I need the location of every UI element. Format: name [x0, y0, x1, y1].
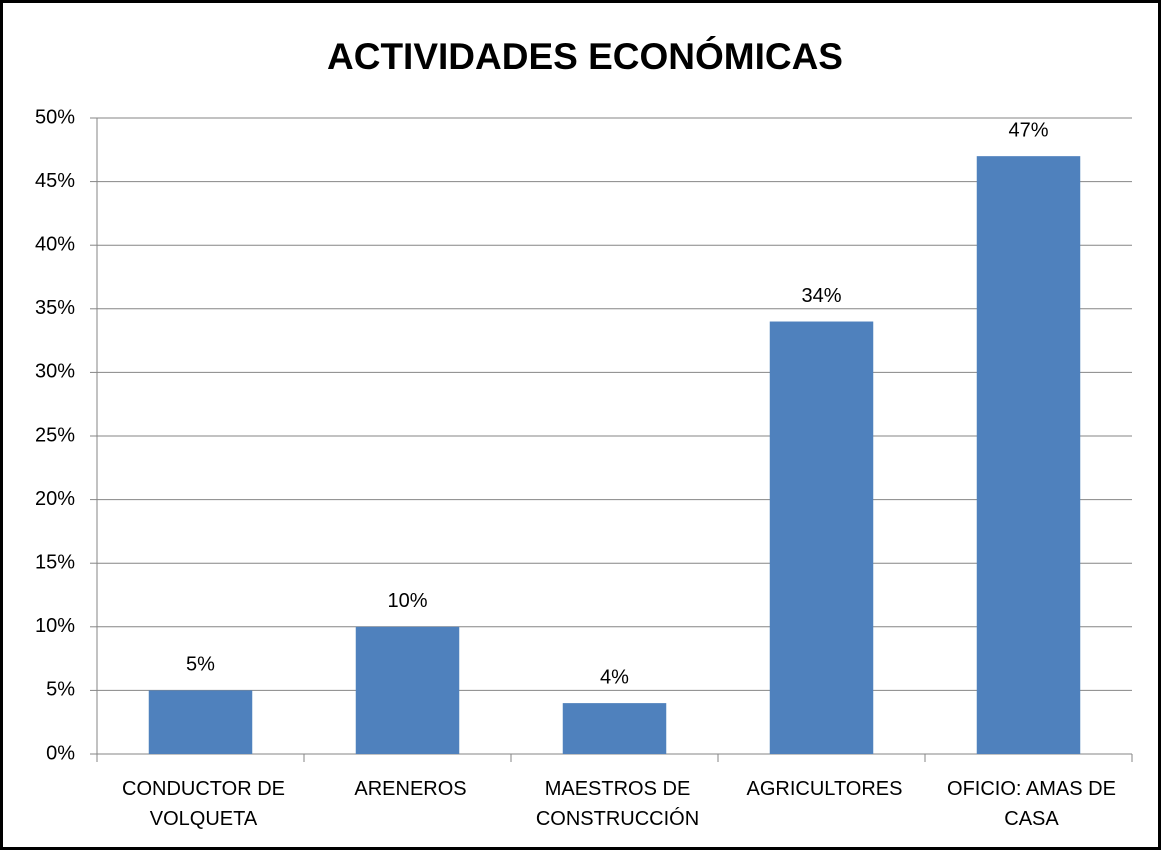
y-tick-label: 30%	[35, 361, 75, 383]
data-label: 10%	[387, 590, 427, 612]
x-tick-label: CONDUCTOR DE VOLQUETA	[122, 778, 285, 830]
x-tick-label: MAESTROS DE CONSTRUCCIÓN	[535, 778, 700, 830]
y-tick-label: 25%	[35, 424, 75, 446]
y-tick-label: 40%	[35, 233, 75, 255]
bar	[562, 703, 667, 754]
bar	[769, 321, 874, 754]
y-tick-label: 15%	[35, 551, 75, 573]
bar	[148, 690, 253, 754]
x-tick-label: ARENEROS	[354, 778, 467, 800]
bar	[355, 626, 460, 754]
x-tick-label: AGRICULTORES	[746, 778, 903, 800]
y-tick-label: 50%	[35, 106, 75, 128]
y-tick-label: 45%	[35, 170, 75, 192]
data-label: 47%	[1008, 119, 1048, 141]
y-tick-label: 35%	[35, 297, 75, 319]
x-tick-label: OFICIO: AMAS DE CASA	[947, 778, 1116, 830]
chart-title: ACTIVIDADES ECONÓMICAS	[327, 35, 843, 77]
data-label: 5%	[186, 654, 215, 676]
y-tick-label: 5%	[46, 679, 75, 701]
data-label: 4%	[600, 666, 629, 688]
data-label: 34%	[801, 285, 841, 307]
y-tick-label: 0%	[46, 742, 75, 764]
bar	[976, 156, 1081, 754]
y-tick-label: 20%	[35, 488, 75, 510]
chart: ACTIVIDADES ECONÓMICAS 0% 5% 10% 15% 20% 25% 3…	[35, 35, 1133, 764]
y-tick-label: 10%	[35, 615, 75, 637]
